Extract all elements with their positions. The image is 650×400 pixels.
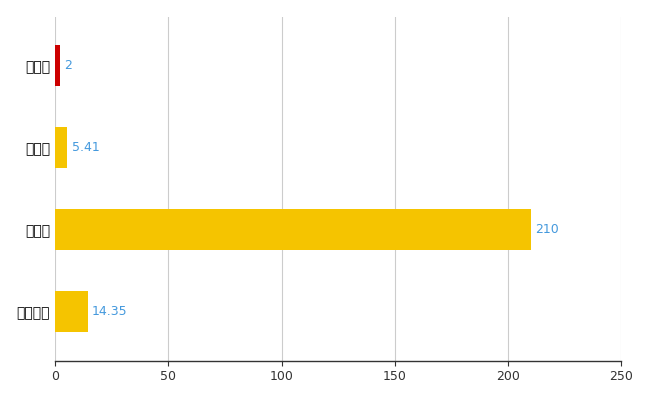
Text: 210: 210 — [536, 223, 559, 236]
Bar — [55, 291, 88, 332]
Bar — [55, 127, 68, 168]
Text: 2: 2 — [64, 59, 72, 72]
Text: 14.35: 14.35 — [92, 305, 127, 318]
Bar — [55, 209, 531, 250]
Text: 5.41: 5.41 — [72, 141, 99, 154]
Bar — [55, 45, 60, 86]
